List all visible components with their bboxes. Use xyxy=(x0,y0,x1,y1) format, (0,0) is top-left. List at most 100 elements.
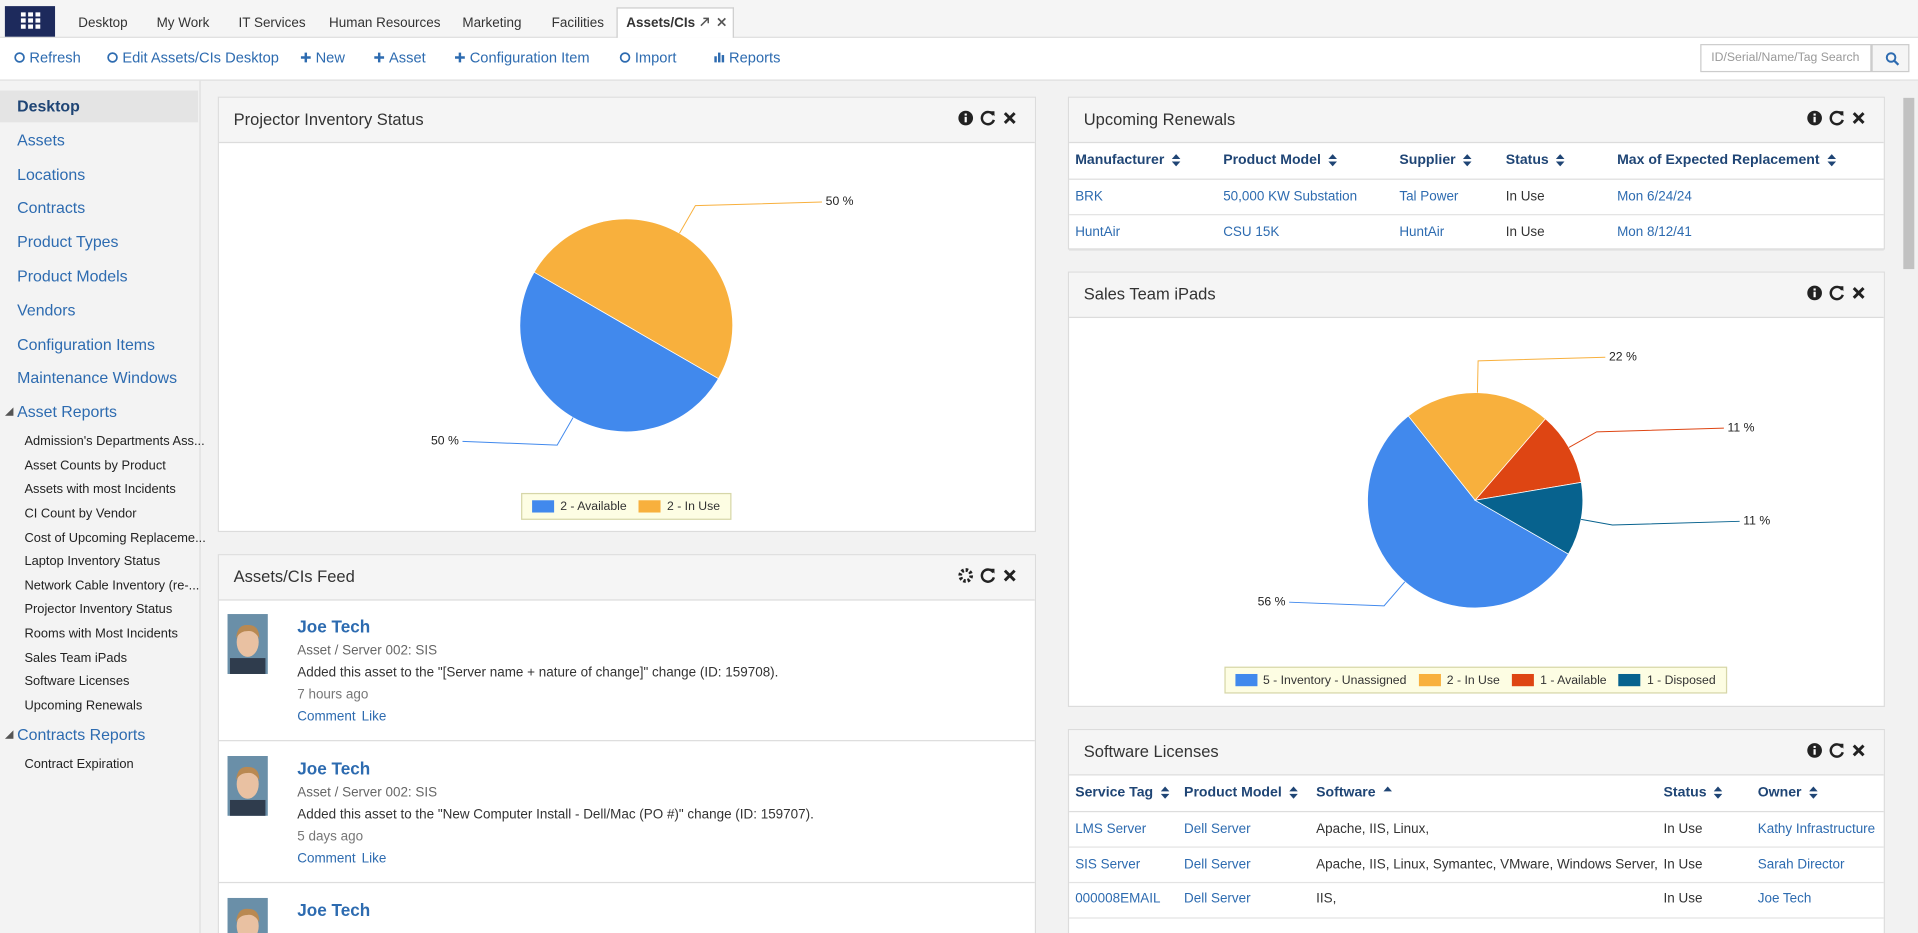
nav-tab[interactable]: Assets/CIs xyxy=(626,15,696,31)
panel xyxy=(1067,271,1885,708)
legend-item[interactable]: 1 - Available xyxy=(1512,673,1607,687)
toolbar-button[interactable]: Import xyxy=(634,48,677,67)
sidebar-report[interactable]: Cost of Upcoming Replaceme... xyxy=(24,530,206,546)
sidebar-report[interactable]: CI Count by Vendor xyxy=(24,506,137,522)
nav-tab[interactable]: Marketing xyxy=(462,15,522,31)
table-cell[interactable]: Dell Server xyxy=(1184,821,1251,837)
table-cell[interactable]: Tal Power xyxy=(1399,189,1459,205)
column-header[interactable]: Service Tag xyxy=(1075,783,1170,803)
search-button[interactable] xyxy=(1871,44,1910,73)
table-cell[interactable]: CSU 15K xyxy=(1223,224,1280,240)
toolbar-button[interactable]: Configuration Item xyxy=(469,48,590,67)
column-header[interactable]: Status xyxy=(1664,783,1723,803)
arc xyxy=(1829,285,1844,301)
table-cell[interactable]: HuntAir xyxy=(1075,224,1121,240)
sidebar-item[interactable]: Configuration Items xyxy=(17,334,156,354)
sort-icon[interactable] xyxy=(1160,786,1170,799)
sort-icon[interactable] xyxy=(1328,154,1337,167)
legend-item[interactable]: 1 - Disposed xyxy=(1618,673,1716,687)
table-cell[interactable]: Sarah Director xyxy=(1757,857,1845,872)
search-box[interactable]: ID/Serial/Name/Tag Search xyxy=(1700,44,1872,73)
sidebar-item[interactable]: Contracts xyxy=(17,198,86,217)
sidebar-report[interactable]: Contract Expiration xyxy=(24,756,134,772)
legend-item[interactable]: 2 - In Use xyxy=(638,500,720,513)
sidebar-report[interactable]: Software Licenses xyxy=(24,674,130,689)
table-cell[interactable]: LMS Server xyxy=(1075,821,1147,837)
legend-text: 2 - In Use xyxy=(1446,673,1500,687)
sidebar-report[interactable]: Assets with most Incidents xyxy=(24,482,176,498)
up xyxy=(1713,786,1723,792)
column-header[interactable]: Supplier xyxy=(1399,150,1472,170)
toolbar-button[interactable]: Refresh xyxy=(29,48,81,67)
table-cell[interactable]: BRK xyxy=(1075,189,1103,205)
sidebar-active xyxy=(0,90,199,123)
sidebar-report[interactable]: Laptop Inventory Status xyxy=(24,554,161,570)
feed-action[interactable]: Like xyxy=(361,851,387,867)
column-header[interactable]: Owner xyxy=(1758,783,1818,803)
nav-tab[interactable]: Facilities xyxy=(551,15,605,31)
sidebar-item[interactable]: Locations xyxy=(17,164,86,183)
sidebar-item[interactable]: Product Types xyxy=(17,232,119,251)
column-header[interactable]: Product Model xyxy=(1223,150,1337,170)
nav-tab[interactable]: Desktop xyxy=(78,15,128,31)
sort-icon[interactable] xyxy=(1289,786,1298,799)
column-header[interactable]: Status xyxy=(1506,150,1565,170)
table-cell[interactable]: Kathy Infrastructure xyxy=(1757,821,1876,837)
table-cell[interactable]: Dell Server xyxy=(1184,892,1251,907)
toolbar-button[interactable]: Asset xyxy=(388,48,426,67)
table-cell[interactable]: 000008EMAIL xyxy=(1075,892,1161,907)
sidebar-report[interactable]: Admission's Departments Ass... xyxy=(24,434,205,450)
column-header[interactable]: Product Model xyxy=(1184,783,1298,803)
sort-icon[interactable] xyxy=(1382,786,1392,799)
sidebar-report[interactable]: Upcoming Renewals xyxy=(24,698,143,713)
table-cell[interactable]: SIS Server xyxy=(1075,857,1141,872)
sort-icon[interactable] xyxy=(1462,154,1472,167)
sidebar-item[interactable]: Maintenance Windows xyxy=(17,368,178,388)
sort-icon[interactable] xyxy=(1556,154,1565,167)
sidebar-group[interactable]: Contracts Reports xyxy=(17,725,146,744)
sidebar-report[interactable]: Projector Inventory Status xyxy=(24,602,173,617)
table-cell[interactable]: HuntAir xyxy=(1399,224,1445,240)
sidebar-item[interactable]: Desktop xyxy=(17,96,80,115)
column-header[interactable]: Manufacturer xyxy=(1075,150,1181,170)
nav-tab[interactable]: Human Resources xyxy=(329,15,441,31)
feed-author[interactable]: Joe Tech xyxy=(297,616,371,637)
sidebar-item[interactable]: Vendors xyxy=(17,300,76,320)
table-cell[interactable]: Joe Tech xyxy=(1757,892,1812,907)
feed-author[interactable]: Joe Tech xyxy=(297,758,371,778)
column-header[interactable]: Max of Expected Replacement xyxy=(1617,150,1836,170)
sort-icon[interactable] xyxy=(1826,154,1836,167)
column-header-text: Manufacturer xyxy=(1075,152,1165,168)
table-cell[interactable]: Mon 8/12/41 xyxy=(1617,224,1692,240)
sort-icon[interactable] xyxy=(1171,154,1181,167)
legend-item[interactable]: 2 - In Use xyxy=(1418,673,1500,687)
sidebar-group[interactable]: Asset Reports xyxy=(17,402,118,422)
feed-action[interactable]: Comment xyxy=(297,709,356,725)
sidebar-item[interactable]: Product Models xyxy=(17,266,128,286)
toolbar-button[interactable]: New xyxy=(315,48,345,67)
table-cell[interactable]: 50,000 KW Substation xyxy=(1223,189,1358,205)
feed-action[interactable]: Comment xyxy=(297,851,356,867)
sidebar-report[interactable]: Rooms with Most Incidents xyxy=(24,626,178,641)
sidebar-report[interactable]: Network Cable Inventory (re-... xyxy=(24,578,200,594)
table-cell[interactable]: Dell Server xyxy=(1184,857,1251,872)
nav-tab[interactable]: IT Services xyxy=(238,15,306,31)
info-icon xyxy=(1807,110,1822,126)
nav-tab[interactable]: My Work xyxy=(156,15,210,31)
toolbar-button[interactable]: Edit Assets/CIs Desktop xyxy=(122,48,279,67)
legend-item[interactable]: 2 - Available xyxy=(532,500,627,513)
legend-item[interactable]: 5 - Inventory - Unassigned xyxy=(1234,673,1406,687)
toolbar-button[interactable]: Reports xyxy=(729,48,781,67)
sort-icon[interactable] xyxy=(1713,786,1723,799)
feed-author[interactable]: Joe Tech xyxy=(297,900,371,920)
table-cell[interactable]: Mon 6/24/24 xyxy=(1617,189,1692,205)
column-header[interactable]: Software xyxy=(1316,783,1392,803)
sidebar-report[interactable]: Sales Team iPads xyxy=(24,650,128,665)
toolbar-icon xyxy=(455,52,465,63)
scrollbar-thumb[interactable] xyxy=(1903,97,1915,270)
sort-icon[interactable] xyxy=(1808,786,1818,799)
feed-action[interactable]: Like xyxy=(361,709,387,725)
sidebar-item[interactable]: Assets xyxy=(17,130,65,149)
apps-button[interactable] xyxy=(4,6,56,37)
sidebar-report[interactable]: Asset Counts by Product xyxy=(24,458,166,474)
